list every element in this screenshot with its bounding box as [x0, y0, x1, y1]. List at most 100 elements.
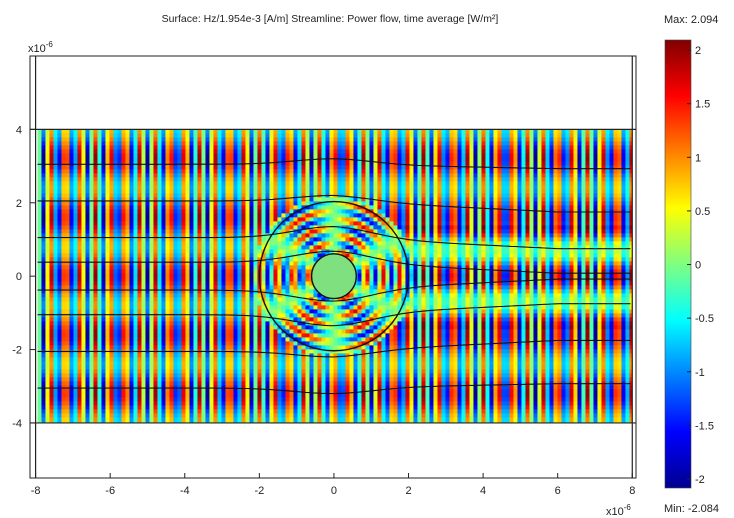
field-cell: [285, 137, 290, 142]
field-cell: [209, 233, 214, 238]
field-cell: [441, 245, 446, 250]
field-cell: [581, 129, 586, 134]
field-cell: [525, 221, 530, 226]
field-cell: [93, 173, 98, 178]
field-cell: [521, 141, 526, 146]
field-cell: [569, 201, 574, 206]
field-cell: [625, 129, 630, 134]
field-cell: [357, 133, 362, 138]
field-cell: [409, 141, 414, 146]
field-cell: [85, 245, 90, 250]
field-cell: [605, 129, 610, 134]
field-cell: [481, 153, 486, 158]
field-cell: [337, 241, 342, 246]
field-cell: [337, 185, 342, 190]
field-cell: [85, 169, 90, 174]
field-cell: [249, 173, 254, 178]
field-cell: [501, 193, 506, 198]
field-cell: [421, 233, 426, 238]
field-cell: [417, 245, 422, 250]
field-cell: [433, 185, 438, 190]
field-cell: [457, 177, 462, 182]
field-cell: [257, 141, 262, 146]
field-cell: [469, 185, 474, 190]
field-cell: [117, 189, 122, 194]
field-cell: [185, 241, 190, 246]
field-cell: [321, 137, 326, 142]
field-cell: [497, 193, 502, 198]
field-cell: [569, 181, 574, 186]
field-cell: [173, 153, 178, 158]
field-cell: [529, 253, 534, 258]
field-cell: [265, 145, 270, 150]
field-cell: [173, 237, 178, 242]
field-cell: [609, 225, 614, 230]
field-cell: [541, 137, 546, 142]
field-cell: [57, 141, 62, 146]
field-cell: [489, 185, 494, 190]
field-cell: [349, 129, 354, 134]
field-cell: [69, 137, 74, 142]
field-cell: [609, 249, 614, 254]
field-cell: [181, 237, 186, 242]
field-cell: [229, 169, 234, 174]
field-cell: [137, 165, 142, 170]
field-cell: [101, 217, 106, 222]
field-cell: [213, 237, 218, 242]
field-cell: [497, 173, 502, 178]
field-cell: [497, 249, 502, 254]
field-cell: [209, 133, 214, 138]
field-cell: [233, 209, 238, 214]
field-cell: [433, 165, 438, 170]
field-cell: [429, 129, 434, 134]
field-cell: [293, 161, 298, 166]
field-cell: [157, 181, 162, 186]
field-cell: [617, 145, 622, 150]
field-cell: [525, 181, 530, 186]
field-cell: [93, 161, 98, 166]
field-cell: [589, 165, 594, 170]
field-cell: [593, 245, 598, 250]
field-cell: [305, 181, 310, 186]
field-cell: [393, 209, 398, 214]
field-cell: [481, 133, 486, 138]
field-cell: [61, 193, 66, 198]
field-cell: [121, 181, 126, 186]
field-cell: [333, 189, 338, 194]
field-cell: [249, 177, 254, 182]
field-cell: [57, 209, 62, 214]
field-cell: [273, 233, 278, 238]
field-cell: [625, 173, 630, 178]
field-cell: [193, 241, 198, 246]
field-cell: [361, 229, 366, 234]
field-cell: [277, 205, 282, 210]
field-cell: [305, 141, 310, 146]
field-cell: [325, 133, 330, 138]
field-cell: [65, 177, 70, 182]
field-cell: [129, 257, 134, 262]
field-cell: [601, 169, 606, 174]
field-cell: [457, 245, 462, 250]
field-cell: [613, 157, 618, 162]
field-cell: [505, 241, 510, 246]
field-cell: [41, 253, 46, 258]
field-cell: [145, 213, 150, 218]
field-cell: [237, 181, 242, 186]
field-cell: [429, 217, 434, 222]
field-cell: [377, 201, 382, 206]
field-cell: [181, 193, 186, 198]
field-cell: [577, 149, 582, 154]
field-cell: [245, 261, 250, 266]
field-cell: [297, 197, 302, 202]
field-cell: [429, 173, 434, 178]
field-cell: [525, 185, 530, 190]
field-cell: [505, 257, 510, 262]
field-cell: [461, 225, 466, 230]
field-cell: [221, 225, 226, 230]
field-cell: [45, 177, 50, 182]
field-cell: [109, 181, 114, 186]
field-cell: [277, 173, 282, 178]
field-cell: [149, 253, 154, 258]
field-cell: [285, 177, 290, 182]
field-cell: [277, 161, 282, 166]
